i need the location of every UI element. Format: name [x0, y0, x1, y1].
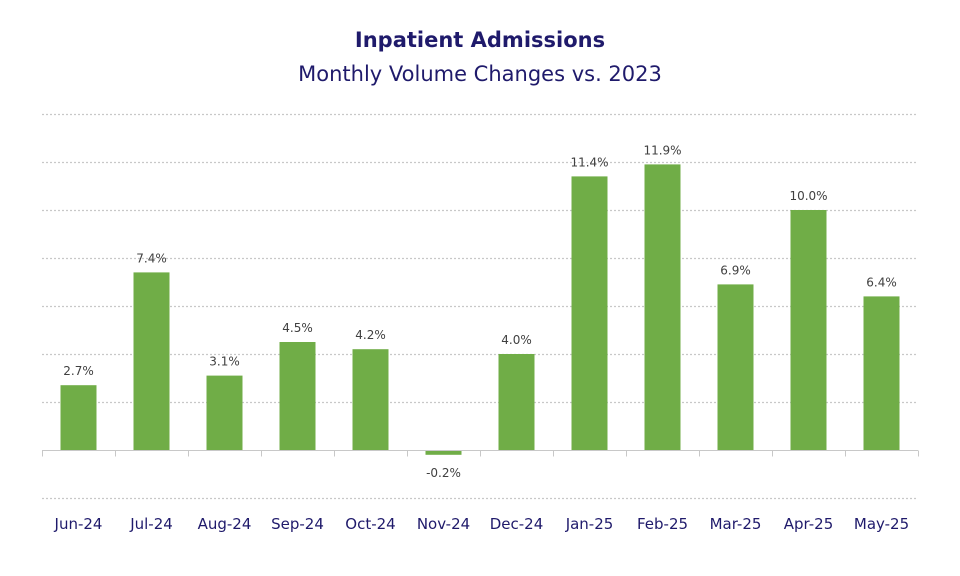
chart-title: Inpatient Admissions	[354, 28, 606, 52]
bars	[60, 164, 900, 455]
x-tick-label: Mar-25	[710, 515, 762, 533]
x-tick-label: Nov-24	[417, 515, 470, 533]
data-label: 7.4%	[136, 251, 167, 265]
x-tick-label: Aug-24	[198, 515, 252, 533]
x-tick-labels: Jun-24 Jul-24 Aug-24 Sep-24 Oct-24 Nov-24 Dec-…	[54, 515, 910, 533]
x-tick-label: Apr-25	[784, 515, 834, 533]
bar	[790, 210, 827, 450]
data-label: 6.4%	[866, 275, 897, 289]
data-label: 2.7%	[63, 364, 94, 378]
bar	[863, 296, 900, 450]
x-axis	[42, 450, 919, 457]
x-tick-label: Feb-25	[637, 515, 688, 533]
data-label: 4.2%	[355, 328, 386, 342]
x-tick-label: Jun-24	[54, 515, 103, 533]
x-tick-label: Sep-24	[271, 515, 324, 533]
x-tick-label: May-25	[854, 515, 909, 533]
data-label: 11.9%	[643, 143, 681, 157]
bar	[60, 385, 97, 450]
data-label: 6.9%	[720, 263, 751, 277]
bar	[206, 375, 243, 450]
x-tick-label: Jul-24	[129, 515, 173, 533]
bar	[425, 450, 462, 455]
bar	[644, 164, 681, 450]
bar	[498, 354, 535, 450]
bar	[717, 284, 754, 450]
bar	[133, 272, 170, 450]
chart-subtitle: Monthly Volume Changes vs. 2023	[298, 62, 662, 86]
data-label: 11.4%	[570, 155, 608, 169]
bar	[571, 176, 608, 450]
data-labels: 2.7% 7.4% 3.1% 4.5% 4.2% -0.2% 4.0% 11.4% 11.9% 6…	[63, 143, 897, 479]
data-label: 10.0%	[789, 189, 827, 203]
bar	[352, 349, 389, 450]
data-label: 4.0%	[501, 333, 532, 347]
data-label: -0.2%	[426, 466, 461, 480]
x-tick-label: Jan-25	[565, 515, 614, 533]
data-label: 3.1%	[209, 355, 240, 369]
x-tick-label: Oct-24	[345, 515, 395, 533]
data-label: 4.5%	[282, 321, 313, 335]
x-tick-label: Dec-24	[490, 515, 544, 533]
bar	[279, 342, 316, 450]
gridlines	[42, 113, 918, 500]
